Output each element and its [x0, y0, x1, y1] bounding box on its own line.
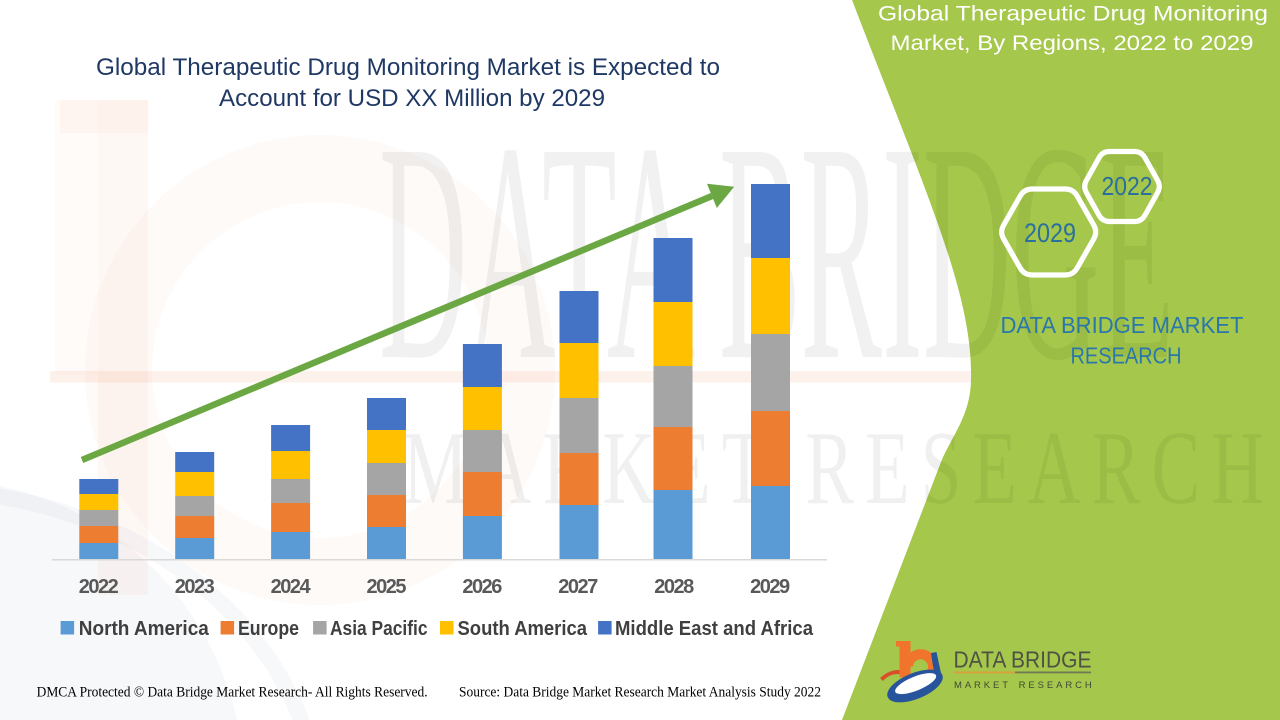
svg-text:Asia Pacific: Asia Pacific: [330, 618, 428, 640]
svg-text:MARKET RESEARCH: MARKET RESEARCH: [954, 680, 1095, 691]
svg-text:2027: 2027: [558, 576, 598, 598]
svg-text:2029: 2029: [1024, 218, 1076, 248]
svg-text:DATA BRIDGE: DATA BRIDGE: [954, 647, 1092, 673]
svg-text:Middle East and Africa: Middle East and Africa: [615, 618, 814, 640]
svg-text:2023: 2023: [175, 576, 215, 598]
svg-text:2026: 2026: [462, 576, 502, 598]
svg-text:DATA BRIDGE MARKET: DATA BRIDGE MARKET: [1001, 312, 1244, 338]
svg-text:North America: North America: [79, 618, 210, 640]
svg-text:DMCA Protected © Data Bridge M: DMCA Protected © Data Bridge Market Rese…: [37, 685, 428, 701]
svg-text:Global Therapeutic Drug Monito: Global Therapeutic Drug Monitoring: [878, 2, 1268, 26]
svg-text:2022: 2022: [1102, 171, 1153, 201]
svg-text:2022: 2022: [79, 576, 119, 598]
svg-text:Account for USD XX Million by: Account for USD XX Million by 2029: [219, 85, 605, 112]
svg-text:South America: South America: [458, 618, 588, 640]
svg-text:2025: 2025: [367, 576, 407, 598]
svg-text:2028: 2028: [654, 576, 694, 598]
svg-text:2024: 2024: [271, 576, 312, 598]
svg-text:Source: Data Bridge Market Res: Source: Data Bridge Market Research Mark…: [459, 685, 821, 701]
svg-text:Market, By Regions, 2022 to 20: Market, By Regions, 2022 to 2029: [891, 31, 1254, 55]
svg-text:2029: 2029: [750, 576, 790, 598]
svg-text:RESEARCH: RESEARCH: [1071, 343, 1182, 369]
svg-text:Europe: Europe: [238, 618, 299, 640]
svg-text:Global Therapeutic Drug Monito: Global Therapeutic Drug Monitoring Marke…: [96, 54, 720, 81]
